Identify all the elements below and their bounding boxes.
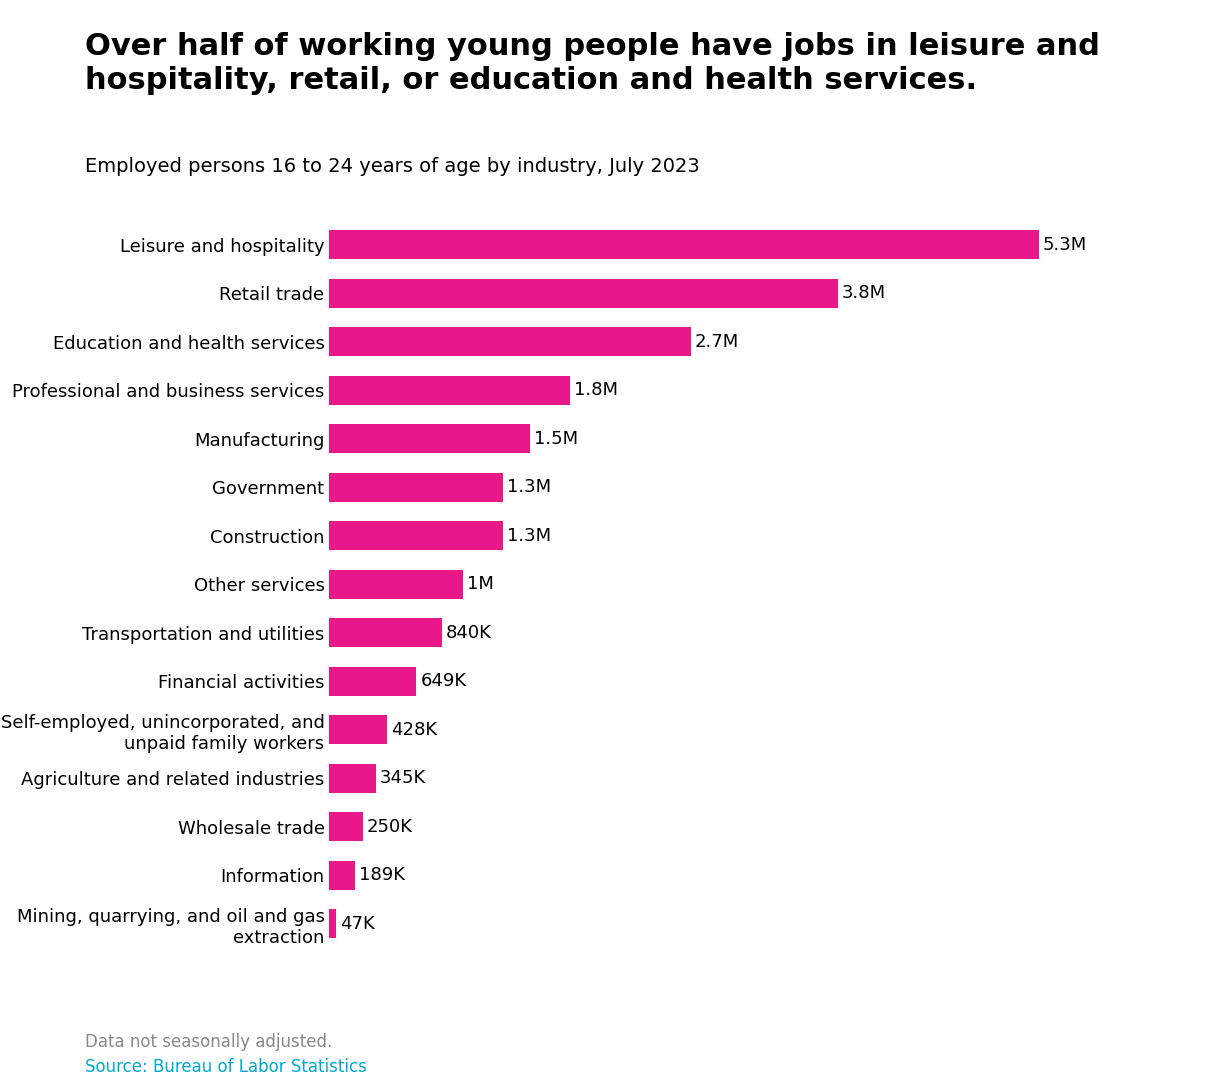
Text: Over half of working young people have jobs in leisure and
hospitality, retail, : Over half of working young people have j…	[85, 32, 1100, 95]
Bar	[329, 618, 442, 647]
Text: Data not seasonally adjusted.: Data not seasonally adjusted.	[85, 1033, 333, 1052]
Bar	[329, 861, 355, 889]
Bar	[329, 424, 531, 453]
Text: 840K: 840K	[445, 624, 492, 642]
Bar	[329, 909, 336, 938]
Bar	[329, 813, 362, 842]
Text: 428K: 428K	[390, 721, 437, 739]
Text: 3.8M: 3.8M	[842, 285, 886, 302]
Text: 2.7M: 2.7M	[694, 333, 739, 351]
Text: 1.3M: 1.3M	[508, 478, 551, 497]
Bar	[329, 327, 691, 356]
Bar	[329, 279, 838, 307]
Text: 649K: 649K	[420, 672, 466, 690]
Text: Employed persons 16 to 24 years of age by industry, July 2023: Employed persons 16 to 24 years of age b…	[85, 157, 700, 176]
Bar	[329, 764, 376, 793]
Text: Source: Bureau of Labor Statistics: Source: Bureau of Labor Statistics	[85, 1058, 367, 1077]
Bar	[329, 522, 504, 551]
Bar	[329, 667, 416, 696]
Bar	[329, 570, 464, 598]
Text: 189K: 189K	[359, 867, 405, 884]
Text: 345K: 345K	[379, 769, 426, 788]
Bar	[329, 375, 570, 405]
Bar	[329, 715, 387, 744]
Bar	[329, 230, 1038, 260]
Text: 1M: 1M	[467, 576, 494, 593]
Text: 1.8M: 1.8M	[575, 381, 619, 399]
Text: 1.3M: 1.3M	[508, 527, 551, 544]
Text: 5.3M: 5.3M	[1043, 236, 1087, 253]
Text: 250K: 250K	[367, 818, 412, 835]
Bar	[329, 473, 504, 502]
Text: 1.5M: 1.5M	[534, 430, 578, 448]
Text: 47K: 47K	[339, 915, 375, 933]
